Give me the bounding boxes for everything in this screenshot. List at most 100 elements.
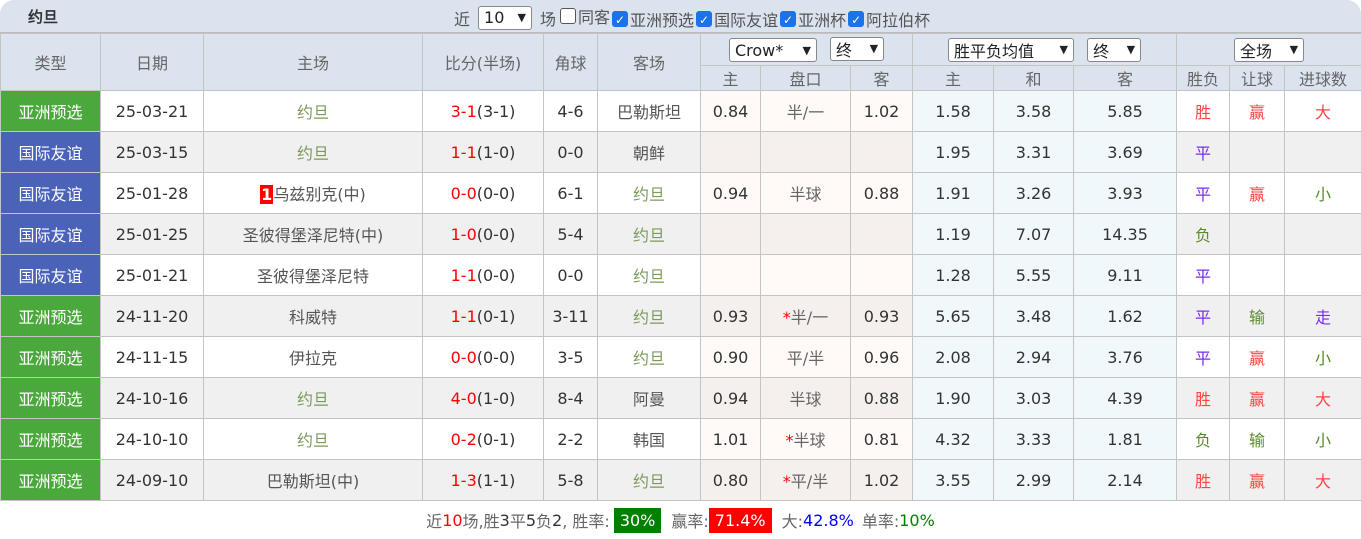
handicap-value: 半球 — [789, 185, 821, 204]
match-result: 平 — [1177, 173, 1230, 214]
eu-odds-header: 胜平负均值▼ 终▼ — [913, 34, 1177, 66]
home-team[interactable]: 圣彼得堡泽尼特 — [204, 255, 423, 296]
match-score[interactable]: 1-3(1-1) — [423, 460, 544, 501]
match-score[interactable]: 1-1(1-0) — [423, 132, 544, 173]
away-team[interactable]: 约旦 — [598, 337, 701, 378]
match-type[interactable]: 亚洲预选 — [1, 337, 101, 378]
home-team[interactable]: 约旦 — [204, 132, 423, 173]
match-score[interactable]: 3-1(3-1) — [423, 91, 544, 132]
match-type[interactable]: 亚洲预选 — [1, 419, 101, 460]
corners: 0-0 — [544, 132, 598, 173]
asia-away-odds: 0.88 — [851, 378, 913, 419]
half-score: (0-0) — [477, 266, 516, 285]
match-score[interactable]: 1-1(0-0) — [423, 255, 544, 296]
match-type[interactable]: 国际友谊 — [1, 173, 101, 214]
checkbox-icon[interactable]: ✓ — [780, 11, 796, 27]
goals-result: 大 — [1285, 378, 1361, 419]
match-row[interactable]: 国际友谊 25-01-21 圣彼得堡泽尼特 1-1(0-0) 0-0 约旦 1.… — [1, 255, 1361, 296]
half-score: (1-0) — [477, 389, 516, 408]
match-type[interactable]: 国际友谊 — [1, 214, 101, 255]
col-type: 类型 — [1, 34, 101, 91]
handicap: 平/半 — [761, 337, 851, 378]
match-row[interactable]: 亚洲预选 24-10-10 约旦 0-2(0-1) 2-2 韩国 1.01 *半… — [1, 419, 1361, 460]
handicap-result: 赢 — [1230, 460, 1285, 501]
match-row[interactable]: 国际友谊 25-01-28 1乌兹别克(中) 0-0(0-0) 6-1 约旦 0… — [1, 173, 1361, 214]
home-team[interactable]: 约旦 — [204, 419, 423, 460]
asia-away-odds: 0.93 — [851, 296, 913, 337]
period-select[interactable]: 全场▼ — [1234, 38, 1304, 62]
eu-type-select[interactable]: 胜平负均值▼ — [948, 38, 1074, 62]
match-type[interactable]: 亚洲预选 — [1, 296, 101, 337]
home-team-name: 科威特 — [289, 308, 337, 327]
away-team[interactable]: 约旦 — [598, 296, 701, 337]
away-team[interactable]: 巴勒斯坦 — [598, 91, 701, 132]
away-team[interactable]: 约旦 — [598, 255, 701, 296]
match-row[interactable]: 国际友谊 25-01-25 圣彼得堡泽尼特(中) 1-0(0-0) 5-4 约旦… — [1, 214, 1361, 255]
away-team[interactable]: 约旦 — [598, 460, 701, 501]
home-team[interactable]: 伊拉克 — [204, 337, 423, 378]
checkbox-icon[interactable] — [560, 8, 576, 24]
eu-away-odds: 3.76 — [1074, 337, 1177, 378]
corners: 8-4 — [544, 378, 598, 419]
match-row[interactable]: 亚洲预选 24-09-10 巴勒斯坦(中) 1-3(1-1) 5-8 约旦 0.… — [1, 460, 1361, 501]
match-row[interactable]: 亚洲预选 24-11-15 伊拉克 0-0(0-0) 3-5 约旦 0.90 平… — [1, 337, 1361, 378]
away-team[interactable]: 韩国 — [598, 419, 701, 460]
home-team[interactable]: 圣彼得堡泽尼特(中) — [204, 214, 423, 255]
away-team[interactable]: 约旦 — [598, 214, 701, 255]
home-team[interactable]: 约旦 — [204, 91, 423, 132]
away-team[interactable]: 朝鲜 — [598, 132, 701, 173]
team-title: 约旦 — [28, 6, 58, 27]
home-team-name: 约旦 — [297, 144, 329, 163]
match-type[interactable]: 国际友谊 — [1, 255, 101, 296]
match-date: 24-09-10 — [101, 460, 204, 501]
match-score[interactable]: 0-2(0-1) — [423, 419, 544, 460]
match-score[interactable]: 0-0(0-0) — [423, 337, 544, 378]
eu-time-select[interactable]: 终▼ — [1087, 38, 1141, 62]
match-row[interactable]: 亚洲预选 24-11-20 科威特 1-1(0-1) 3-11 约旦 0.93 … — [1, 296, 1361, 337]
filter-checkbox-2[interactable]: ✓国际友谊 — [694, 7, 778, 31]
match-score[interactable]: 1-1(0-1) — [423, 296, 544, 337]
home-team[interactable]: 1乌兹别克(中) — [204, 173, 423, 214]
match-result: 平 — [1177, 132, 1230, 173]
eu-away-odds: 14.35 — [1074, 214, 1177, 255]
match-type[interactable]: 国际友谊 — [1, 132, 101, 173]
asia-away-odds: 1.02 — [851, 460, 913, 501]
goals-result: 小 — [1285, 419, 1361, 460]
checkbox-icon[interactable]: ✓ — [848, 11, 864, 27]
match-score[interactable]: 1-0(0-0) — [423, 214, 544, 255]
match-row[interactable]: 亚洲预选 25-03-21 约旦 3-1(3-1) 4-6 巴勒斯坦 0.84 … — [1, 91, 1361, 132]
asia-company-select[interactable]: Crow*▼ — [729, 38, 817, 62]
match-score[interactable]: 4-0(1-0) — [423, 378, 544, 419]
games-label: 场 — [540, 6, 556, 30]
match-score[interactable]: 0-0(0-0) — [423, 173, 544, 214]
home-team-name: 约旦 — [297, 390, 329, 409]
checkbox-icon[interactable]: ✓ — [612, 11, 628, 27]
goals-result: 小 — [1285, 173, 1361, 214]
match-type[interactable]: 亚洲预选 — [1, 378, 101, 419]
asia-time-select[interactable]: 终▼ — [830, 37, 884, 61]
handicap-result: 赢 — [1230, 378, 1285, 419]
filter-checkbox-1[interactable]: ✓亚洲预选 — [610, 7, 694, 31]
summary-wins: 3 — [500, 511, 510, 530]
match-row[interactable]: 亚洲预选 24-10-16 约旦 4-0(1-0) 8-4 阿曼 0.94 半球… — [1, 378, 1361, 419]
match-type[interactable]: 亚洲预选 — [1, 460, 101, 501]
filter-checkbox-4[interactable]: ✓阿拉伯杯 — [846, 7, 930, 31]
home-team[interactable]: 科威特 — [204, 296, 423, 337]
filter-checkbox-3[interactable]: ✓亚洲杯 — [778, 7, 846, 31]
handicap: *平/半 — [761, 460, 851, 501]
filter-checkbox-0[interactable]: 同客 — [558, 4, 610, 28]
home-team[interactable]: 巴勒斯坦(中) — [204, 460, 423, 501]
subcol-header: 客 — [851, 66, 913, 91]
away-team[interactable]: 约旦 — [598, 173, 701, 214]
subcol-header: 胜负 — [1177, 66, 1230, 91]
match-type[interactable]: 亚洲预选 — [1, 91, 101, 132]
home-team[interactable]: 约旦 — [204, 378, 423, 419]
recent-count-value: 10 — [484, 8, 504, 27]
asia-company-value: Crow* — [735, 41, 783, 60]
checkbox-icon[interactable]: ✓ — [696, 11, 712, 27]
recent-count-select[interactable]: 10▼ — [478, 6, 532, 30]
match-date: 24-10-16 — [101, 378, 204, 419]
away-team[interactable]: 阿曼 — [598, 378, 701, 419]
summary-text: 大: — [782, 508, 803, 532]
match-row[interactable]: 国际友谊 25-03-15 约旦 1-1(1-0) 0-0 朝鲜 1.95 3.… — [1, 132, 1361, 173]
